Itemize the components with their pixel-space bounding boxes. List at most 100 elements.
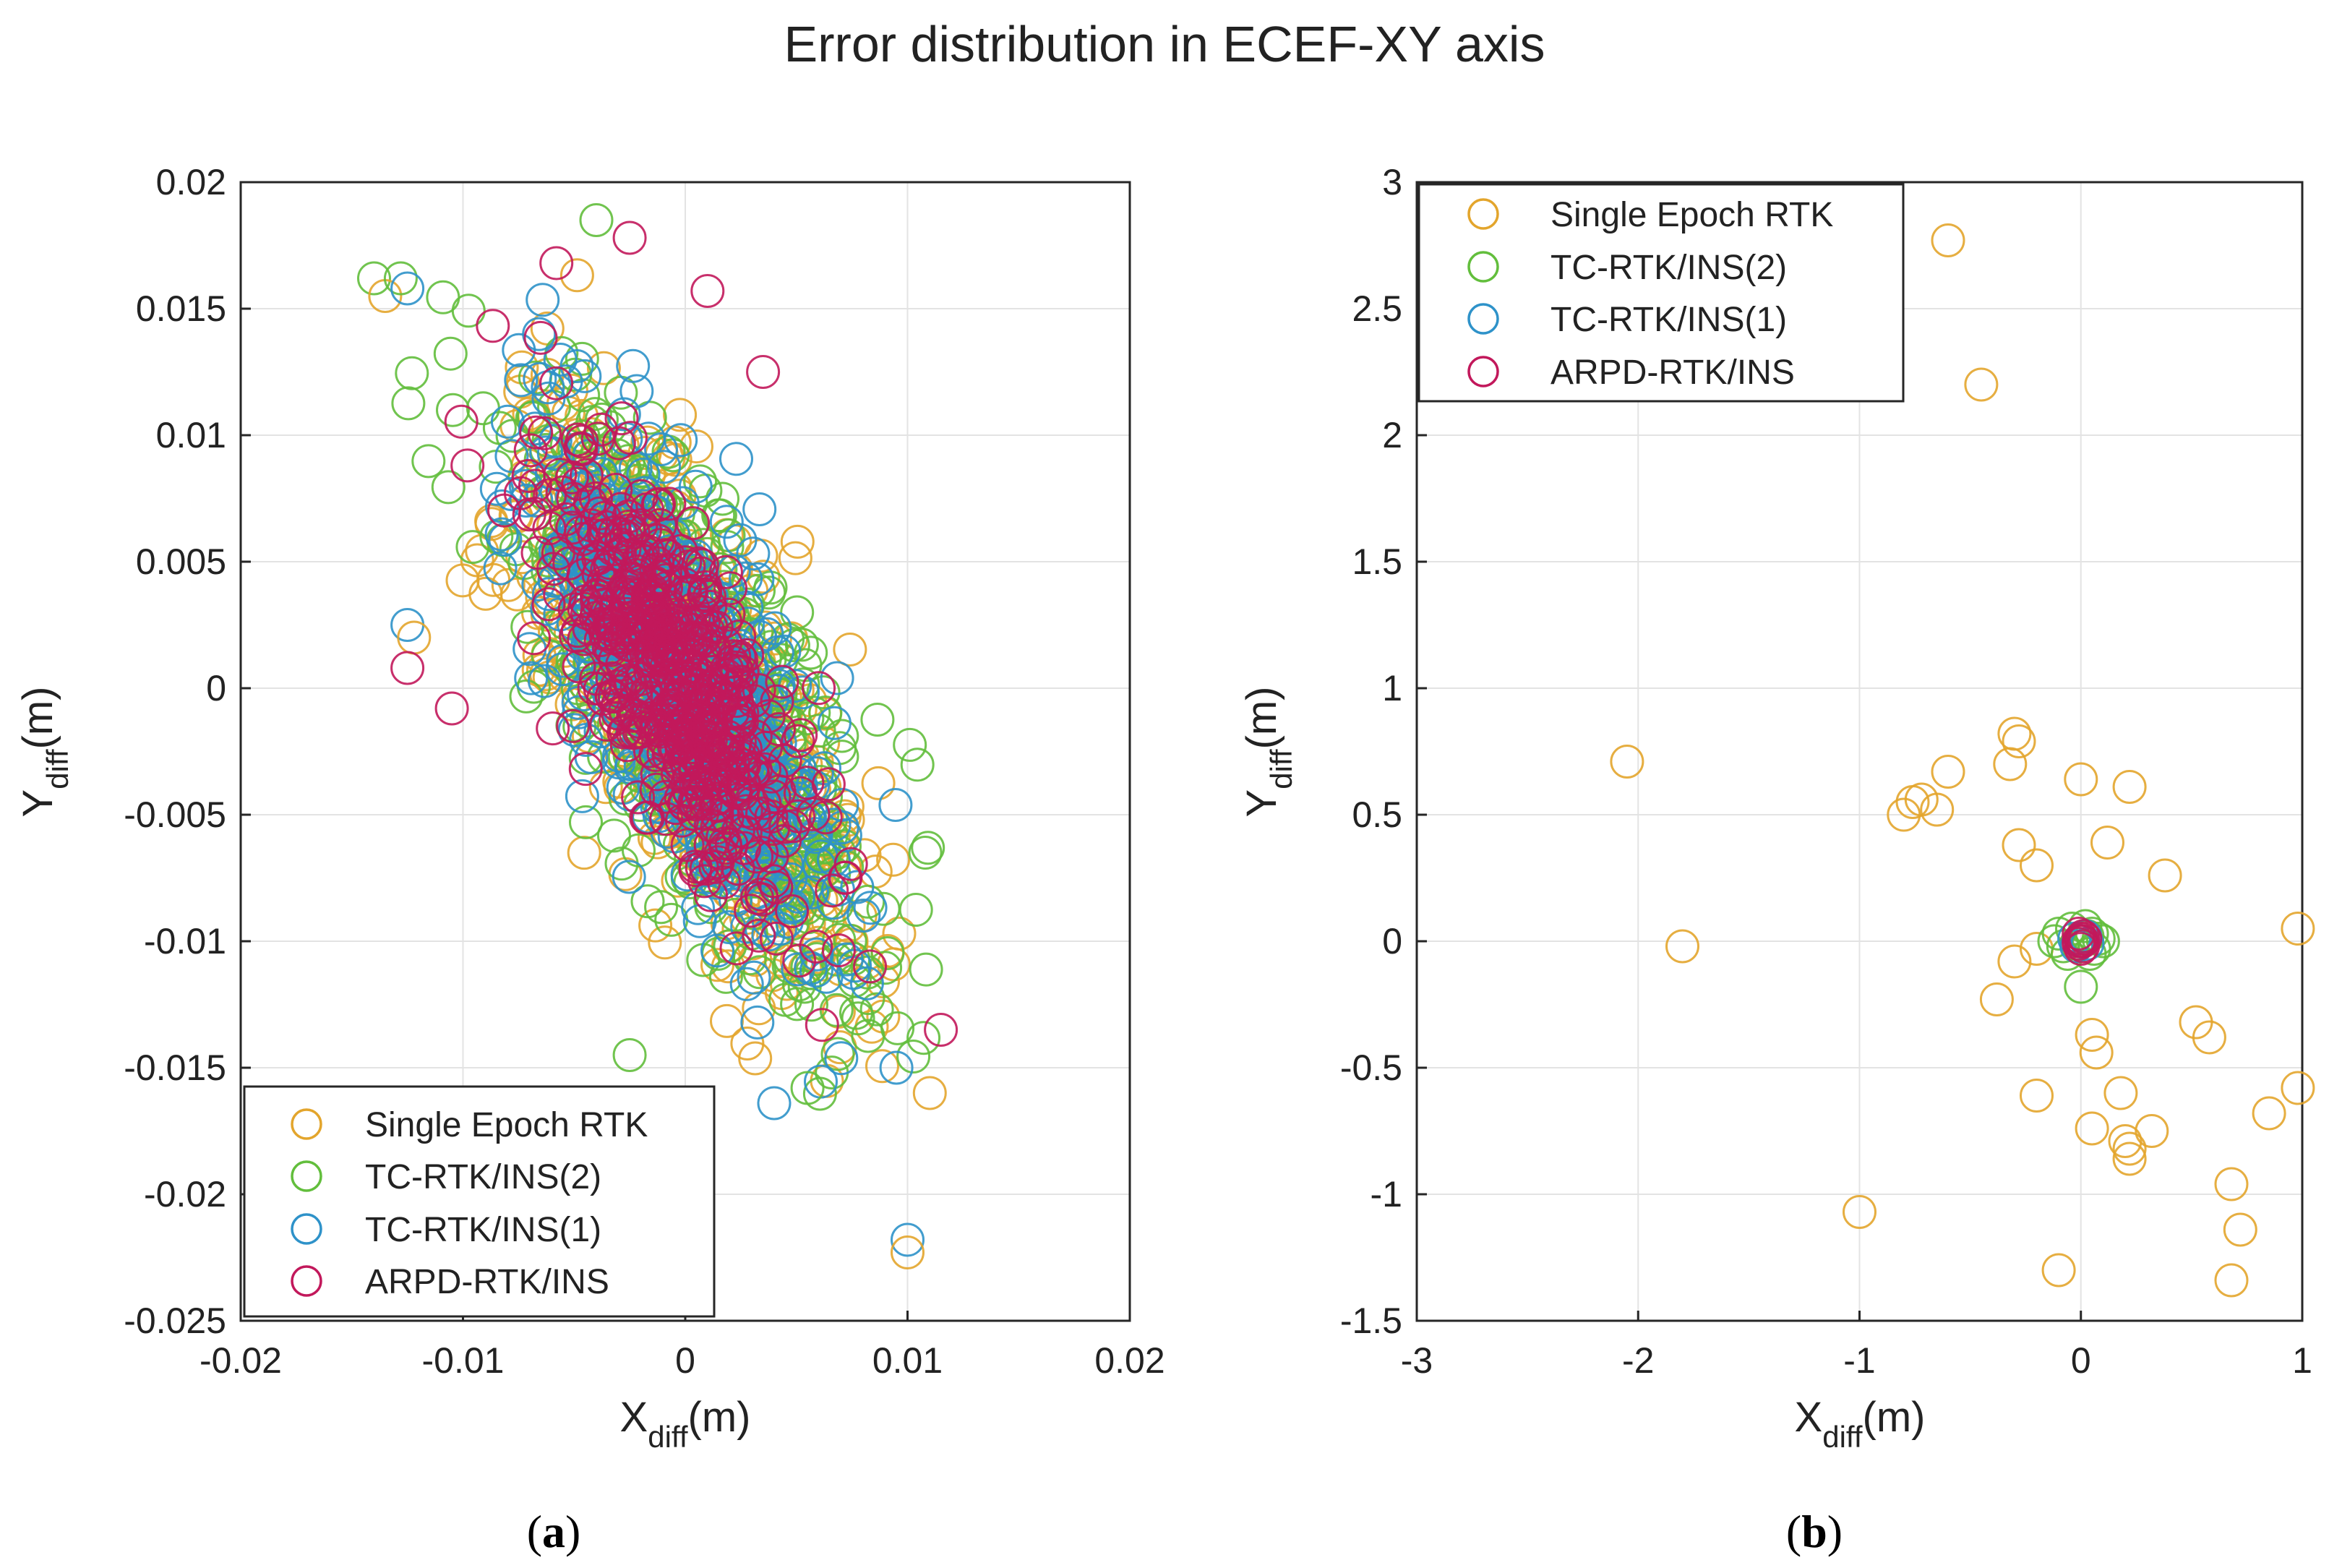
panel-a-point-arpd-rtk-ins <box>569 458 604 492</box>
panel-a-point-tc-rtk-ins-2 <box>431 470 466 505</box>
panel-a-point-arpd-rtk-ins <box>580 421 615 456</box>
panel-b-point-single-epoch-rtk <box>2192 1020 2226 1055</box>
panel-a-point-arpd-rtk-ins <box>746 355 781 389</box>
panel-a-point-tc-rtk-ins-1 <box>743 620 778 654</box>
panel-b-point-single-epoch-rtk <box>1979 982 2014 1016</box>
panel-b-point-single-epoch-rtk <box>1895 785 1930 819</box>
panel-a-x-tick-label: 0.02 <box>1094 1340 1164 1381</box>
panel-a-point-arpd-rtk-ins <box>727 831 761 865</box>
panel-a-point-tc-rtk-ins-1 <box>619 374 654 408</box>
panel-a-point-tc-rtk-ins-1 <box>565 779 599 813</box>
panel-a-point-tc-rtk-ins-1 <box>729 967 764 1001</box>
panel-a-point-tc-rtk-ins-1 <box>390 271 425 306</box>
panel-a-point-arpd-rtk-ins <box>655 638 690 673</box>
panel-a-point-arpd-rtk-ins <box>694 878 728 912</box>
panel-a-point-arpd-rtk-ins <box>759 870 794 904</box>
panel-a-y-tick-label: -0.005 <box>124 794 226 835</box>
panel-b-y-tick-label: 1 <box>1382 668 1402 708</box>
panel-a-point-tc-rtk-ins-2 <box>900 747 935 782</box>
panel-a-point-arpd-rtk-ins <box>609 596 644 631</box>
panel-a-y-tick-label: -0.01 <box>144 921 226 961</box>
panel-a-point-tc-rtk-ins-2 <box>825 740 859 774</box>
panel-a-point-tc-rtk-ins-2 <box>391 386 426 421</box>
panel-a-point-tc-rtk-ins-1 <box>531 370 565 405</box>
panel-a-point-single-epoch-rtk <box>559 258 594 293</box>
panel-b-point-tc-rtk-ins-2 <box>2064 969 2098 1004</box>
panel-a-point-single-epoch-rtk <box>912 1076 947 1110</box>
panel-b-point-single-epoch-rtk <box>2075 1018 2109 1052</box>
panel-a-point-tc-rtk-ins-1 <box>484 517 519 552</box>
panel-a-point-arpd-rtk-ins <box>678 853 713 887</box>
panel-b-legend: Single Epoch RTK TC-RTK/INS(2) TC-RTK/IN… <box>1417 183 1905 403</box>
panel-a-point-arpd-rtk-ins <box>821 933 856 968</box>
panel-a-point-tc-rtk-ins-1 <box>736 536 771 571</box>
panel-a-point-tc-rtk-ins-1 <box>523 361 557 396</box>
panel-b-tick-labels: -3 -2 -1 0 1 -1.5 -1 -0.5 0 0.5 1 1.5 2 2.5 3 <box>1340 162 2312 1381</box>
panel-a-y-axis-label: Ydiff(m) <box>14 687 74 818</box>
panel-a-point-arpd-rtk-ins <box>781 799 816 834</box>
panel-b-point-single-epoch-rtk <box>1993 747 2028 781</box>
panel-a-point-arpd-rtk-ins <box>625 637 660 672</box>
panel-a-point-arpd-rtk-ins <box>659 732 694 766</box>
panel-a-point-arpd-rtk-ins <box>796 797 831 831</box>
panel-a-point-tc-rtk-ins-1 <box>488 523 523 557</box>
panel-a-point-tc-rtk-ins-2 <box>909 952 943 987</box>
panel-a-legend: Single Epoch RTK TC-RTK/INS(2) TC-RTK/IN… <box>243 1085 716 1318</box>
panel-b-y-tick-label: 0 <box>1382 921 1402 961</box>
panel-a-point-tc-rtk-ins-2 <box>510 609 545 644</box>
panel-a-point-arpd-rtk-ins <box>805 1008 839 1042</box>
panel-a-point-arpd-rtk-ins <box>658 682 692 717</box>
panel-a-point-single-epoch-rtk <box>491 567 526 602</box>
panel-a-point-tc-rtk-ins-2 <box>893 727 927 762</box>
panel-a-point-tc-rtk-ins-1 <box>647 450 682 484</box>
panel-a-y-tick-label: 0 <box>206 668 226 708</box>
panel-a-point-arpd-rtk-ins <box>708 554 743 589</box>
panel-b-point-single-epoch-rtk <box>2112 1141 2147 1176</box>
panel-a-point-arpd-rtk-ins <box>676 506 711 541</box>
panel-a-point-tc-rtk-ins-1 <box>483 551 518 586</box>
panel-a-point-arpd-rtk-ins <box>707 865 741 899</box>
panel-a-point-arpd-rtk-ins <box>511 458 546 493</box>
panel-a-points <box>357 203 958 1269</box>
panel-a-point-tc-rtk-ins-1 <box>737 960 771 995</box>
panel-a-point-arpd-rtk-ins <box>725 655 760 690</box>
panel-a-point-single-epoch-rtk <box>468 576 503 611</box>
panel-a-point-arpd-rtk-ins <box>604 401 639 436</box>
panel-a-point-tc-rtk-ins-2 <box>411 444 446 479</box>
panel-b-legend-marker-tc-rtk-ins-1 <box>1467 303 1499 335</box>
panel-a-point-tc-rtk-ins-2 <box>395 356 429 390</box>
panel-a-point-tc-rtk-ins-1 <box>526 283 560 317</box>
panel-a-point-arpd-rtk-ins <box>638 737 673 772</box>
panel-a-point-tc-rtk-ins-2 <box>898 893 933 927</box>
panel-a-point-arpd-rtk-ins <box>729 794 763 828</box>
panel-a-point-arpd-rtk-ins <box>578 481 613 515</box>
panel-a-point-arpd-rtk-ins <box>685 548 719 583</box>
panel-a-point-arpd-rtk-ins <box>690 274 725 308</box>
panel-a-point-tc-rtk-ins-1 <box>719 442 753 476</box>
panel-a-point-tc-rtk-ins-2 <box>780 595 815 630</box>
panel-a-point-arpd-rtk-ins <box>539 366 574 400</box>
panel-b-y-tick-label: 0.5 <box>1352 794 1402 835</box>
panel-b-legend-label-single-epoch-rtk: Single Epoch RTK <box>1550 196 1833 234</box>
panel-b-point-single-epoch-rtk <box>2090 826 2124 860</box>
panel-a-point-arpd-rtk-ins <box>684 703 719 738</box>
panel-a-point-arpd-rtk-ins <box>815 873 849 908</box>
panel-a-point-arpd-rtk-ins <box>503 476 538 510</box>
panel-a-point-tc-rtk-ins-1 <box>807 751 841 786</box>
panel-a-legend-label-arpd-rtk-ins: ARPD-RTK/INS <box>365 1263 609 1301</box>
panel-a-point-arpd-rtk-ins <box>711 597 746 632</box>
panel-a: -0.02 -0.01 0 0.01 0.02-0.025-0.02-0.015-0.0… <box>14 162 1165 1454</box>
panel-a-point-arpd-rtk-ins <box>667 786 701 821</box>
panel-b-y-axis-label: Ydiff(m) <box>1238 687 1298 818</box>
panel-b-point-single-epoch-rtk <box>1920 792 1955 827</box>
panel-b-y-tick-label: 3 <box>1382 162 1402 202</box>
panel-a-point-tc-rtk-ins-1 <box>846 899 881 933</box>
panel-b-plot-area <box>1415 181 2304 1322</box>
panel-b-point-tc-rtk-ins-2 <box>2085 924 2120 959</box>
panel-a-point-tc-rtk-ins-1 <box>612 860 646 894</box>
panel-a-point-tc-rtk-ins-2 <box>578 397 612 432</box>
panel-a-point-tc-rtk-ins-1 <box>795 875 830 909</box>
panel-a-point-single-epoch-rtk <box>758 621 792 656</box>
panel-a-point-arpd-rtk-ins <box>563 431 598 466</box>
panel-a-y-tick-label: 0.015 <box>136 288 226 329</box>
